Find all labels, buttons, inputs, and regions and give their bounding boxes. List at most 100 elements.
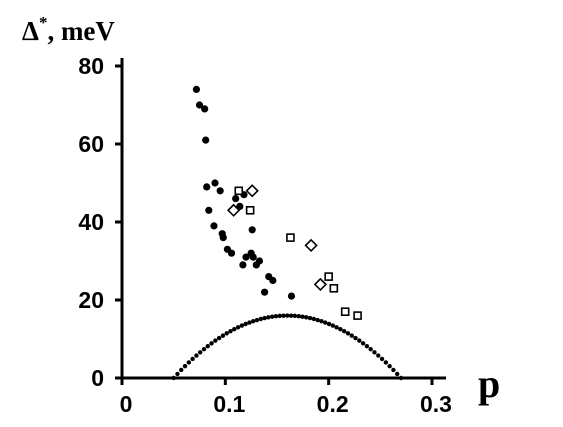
- curve-dot: [323, 320, 328, 325]
- filled-circle-point: [232, 195, 240, 203]
- filled-circle-point: [203, 183, 211, 191]
- curve-dot: [372, 350, 377, 355]
- filled-circle-point: [210, 222, 218, 230]
- curve-dot: [209, 341, 214, 346]
- curve-dot: [398, 375, 404, 381]
- curve-dot: [383, 360, 389, 365]
- y-tick-label: 60: [78, 131, 104, 157]
- filled-circle-point: [216, 187, 224, 195]
- curve-dot: [353, 335, 358, 341]
- curve-dot: [220, 333, 226, 338]
- curve-dot: [391, 367, 396, 373]
- open-square-point: [329, 283, 339, 293]
- curve-dot: [288, 313, 294, 318]
- svg-text:Δ*, meV: Δ*, meV: [22, 13, 115, 46]
- curve-dot: [376, 353, 381, 358]
- filled-circle-point: [261, 288, 269, 296]
- curve-dot: [315, 317, 320, 323]
- curve-dot: [228, 329, 233, 334]
- x-axis-title: p: [478, 361, 500, 406]
- y-tick-label: 40: [78, 209, 104, 235]
- open-diamond-point: [313, 277, 328, 292]
- curve-dot: [213, 338, 218, 343]
- curve-dot: [175, 371, 180, 377]
- open-square-point: [234, 186, 244, 196]
- curve-dot: [300, 314, 305, 319]
- filled-circle-point: [239, 261, 247, 269]
- y-tick-label: 0: [91, 365, 104, 391]
- curve-dot: [273, 314, 279, 319]
- y-axis-title: Δ*, meV: [22, 13, 115, 46]
- filled-circle-point: [269, 276, 277, 285]
- filled-circle-point: [205, 206, 213, 214]
- filled-circle-point: [242, 253, 250, 261]
- open-diamond-point: [226, 203, 241, 217]
- filled-circle-point: [202, 136, 210, 144]
- filled-circle-point: [192, 85, 200, 93]
- curve-dot: [311, 316, 317, 322]
- x-tick-label: 0.3: [420, 391, 452, 417]
- curve-dot: [349, 333, 354, 338]
- curve-dot: [224, 331, 229, 336]
- curve-dot: [171, 375, 176, 381]
- curve-dot: [197, 350, 203, 355]
- data-marks: [171, 85, 404, 381]
- open-square-point: [340, 307, 350, 317]
- curve-dot: [216, 335, 222, 341]
- open-square-point: [353, 311, 362, 320]
- open-square-point: [245, 206, 255, 215]
- filled-circle-point: [227, 249, 236, 257]
- curve-dot: [269, 314, 275, 319]
- curve-dot: [277, 313, 282, 319]
- curve-dot: [330, 323, 335, 328]
- filled-circle-point: [195, 101, 204, 109]
- curve-dot: [285, 313, 290, 318]
- open-diamond-point: [245, 184, 259, 198]
- curve-dot: [251, 319, 256, 324]
- open-square-point: [286, 233, 295, 242]
- filled-circle-point: [248, 226, 256, 234]
- curve-dot: [364, 343, 370, 349]
- curve-dot: [338, 326, 343, 332]
- curve-dot: [379, 356, 385, 362]
- curve-dot: [345, 331, 351, 336]
- curve-dot: [186, 360, 192, 365]
- curve-dot: [307, 315, 313, 321]
- curve-dot: [395, 371, 400, 377]
- filled-circle-point: [255, 257, 264, 265]
- curve-dot: [239, 323, 245, 328]
- y-axis-title-main: Δ: [22, 16, 39, 46]
- curve-dot: [304, 315, 309, 320]
- curve-dot: [254, 317, 260, 323]
- curve-dot: [334, 325, 339, 330]
- curve-dot: [341, 329, 347, 334]
- y-tick-label: 20: [78, 287, 104, 313]
- curve-dot: [296, 314, 301, 319]
- filled-circle-point: [201, 105, 209, 113]
- curve-dot: [232, 326, 237, 332]
- x-tick-label: 0.2: [317, 391, 349, 417]
- curve-dot: [182, 363, 188, 369]
- x-tick-label: 0.1: [213, 391, 245, 417]
- curve-dot: [266, 315, 271, 320]
- curve-dot: [281, 313, 286, 318]
- curve-dot: [262, 315, 267, 321]
- curve-dot: [205, 343, 210, 349]
- axis-ticks: 0 20 40 60 80 0 0.1 0.2 0.3: [78, 53, 452, 417]
- curve-dot: [368, 346, 373, 352]
- curve-dot: [292, 313, 298, 319]
- filled-circle-point: [287, 292, 296, 300]
- curve-dot: [360, 341, 366, 346]
- curve-dot: [319, 319, 324, 324]
- curve-dot: [179, 367, 184, 373]
- curve-dot: [357, 338, 362, 343]
- x-tick-label: 0: [120, 391, 133, 417]
- curve-dot: [235, 325, 241, 330]
- curve-dot: [258, 316, 264, 322]
- open-square-point: [324, 272, 333, 281]
- curve-dot: [190, 356, 195, 362]
- curve-dot: [194, 353, 199, 358]
- y-tick-label: 80: [78, 53, 104, 79]
- curve-dot: [387, 363, 392, 369]
